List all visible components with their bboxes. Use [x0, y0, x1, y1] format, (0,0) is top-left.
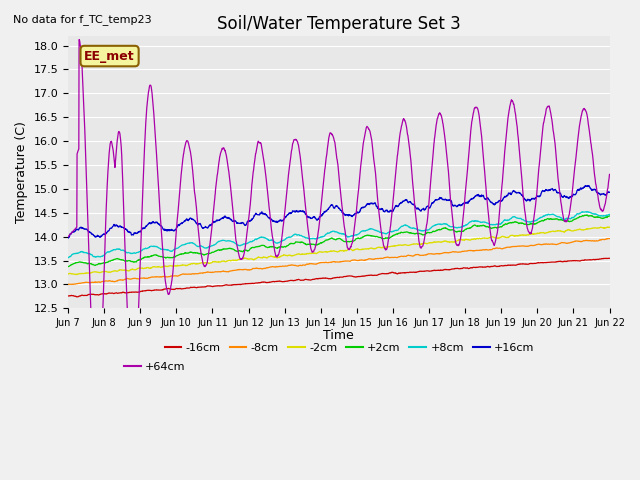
Text: EE_met: EE_met — [84, 49, 135, 62]
Legend: +64cm: +64cm — [120, 358, 190, 376]
X-axis label: Time: Time — [323, 329, 354, 342]
Y-axis label: Temperature (C): Temperature (C) — [15, 121, 28, 223]
Title: Soil/Water Temperature Set 3: Soil/Water Temperature Set 3 — [217, 15, 461, 33]
Text: No data for f_TC_temp23: No data for f_TC_temp23 — [13, 14, 152, 25]
